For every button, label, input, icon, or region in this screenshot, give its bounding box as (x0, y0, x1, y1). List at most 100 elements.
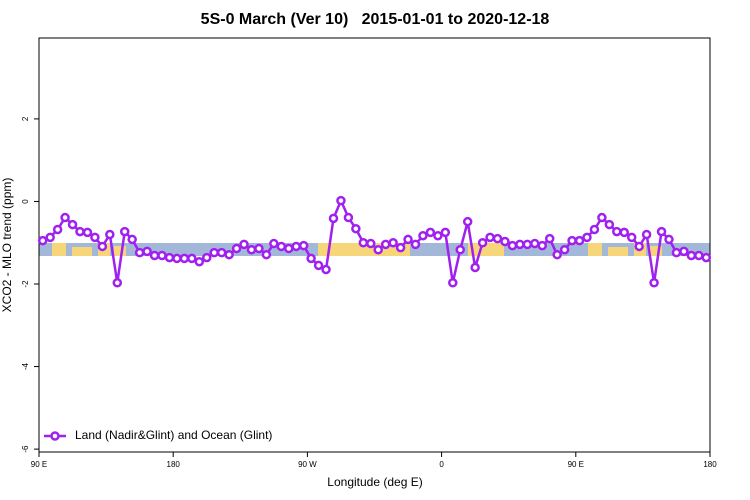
data-point (552, 249, 562, 260)
data-point (574, 235, 585, 246)
data-point (67, 219, 78, 230)
data-point (649, 278, 659, 288)
data-point (291, 241, 301, 252)
data-point (418, 230, 428, 241)
data-point (194, 256, 205, 267)
data-point (224, 249, 234, 260)
data-point (470, 262, 480, 273)
data-point (269, 238, 279, 249)
x-tick-label: 180 (703, 460, 717, 469)
data-point (172, 253, 182, 264)
data-point (90, 232, 100, 243)
data-point (500, 236, 510, 247)
data-point (246, 244, 257, 255)
data-point (276, 241, 287, 252)
data-point (492, 233, 503, 244)
data-point (187, 253, 197, 264)
data-point (52, 224, 63, 235)
data-point (671, 247, 682, 258)
data-point (321, 264, 331, 275)
data-point (477, 237, 488, 248)
data-point (582, 232, 592, 243)
data-point (202, 252, 212, 263)
data-point (634, 241, 644, 252)
data-point (485, 232, 495, 243)
data-point (254, 243, 264, 254)
data-point (619, 227, 630, 238)
data-point (261, 249, 272, 260)
data-point (701, 252, 712, 263)
x-tick-label: 0 (439, 460, 444, 469)
data-point (612, 226, 622, 237)
y-tick-label: 2 (21, 116, 30, 121)
data-point (60, 212, 70, 223)
data-point (306, 253, 316, 264)
y-axis-label: XCO2 - MLO trend (ppm) (0, 178, 14, 313)
x-tick-label: 90 E (568, 460, 584, 469)
data-point (403, 234, 413, 245)
data-point (231, 243, 242, 254)
data-point (298, 240, 309, 251)
data-point (448, 278, 458, 288)
data-point (336, 195, 346, 206)
data-point (388, 237, 398, 248)
data-point (530, 238, 540, 249)
data-point (358, 237, 369, 248)
data-point (75, 226, 85, 237)
y-tick-label: -6 (21, 445, 30, 453)
data-point (112, 278, 123, 288)
data-point (395, 242, 406, 253)
data-point (604, 219, 615, 230)
data-point (157, 250, 167, 261)
data-point (209, 247, 219, 258)
data-point (149, 250, 160, 261)
data-point (694, 250, 704, 261)
data-point (515, 239, 525, 250)
data-point (179, 253, 190, 264)
data-point (664, 234, 674, 245)
x-tick-label: 90 W (298, 460, 317, 469)
data-point (351, 223, 361, 234)
data-point (127, 234, 137, 245)
data-point (328, 213, 339, 224)
data-point (522, 239, 533, 250)
data-point (544, 233, 555, 244)
data-point (105, 229, 115, 240)
data-point (45, 232, 55, 243)
data-point (559, 244, 570, 255)
data-point (142, 246, 152, 257)
data-point (597, 212, 607, 223)
data-point (119, 226, 130, 237)
data-point (679, 246, 689, 257)
data-point (97, 241, 108, 252)
data-point (82, 227, 93, 238)
chart-title: 5S-0 March (Ver 10) 2015-01-01 to 2020-1… (201, 11, 550, 28)
data-point (164, 252, 175, 263)
data-point (626, 232, 637, 243)
data-point (641, 229, 652, 240)
data-point (410, 239, 421, 250)
data-point (343, 212, 354, 223)
x-tick-label: 180 (167, 460, 181, 469)
data-point (455, 244, 465, 255)
data-point (686, 250, 697, 261)
data-point (284, 243, 294, 254)
data-point (507, 240, 518, 251)
data-point (239, 239, 249, 250)
data-point (373, 244, 383, 255)
data-point (656, 226, 667, 237)
y-tick-label: -4 (21, 362, 30, 370)
data-point (313, 260, 324, 271)
data-point (425, 227, 436, 238)
data-point (366, 238, 376, 249)
data-point (433, 230, 443, 241)
data-point (37, 235, 48, 246)
x-axis-label: Longitude (deg E) (327, 475, 422, 489)
data-point (537, 240, 547, 251)
data-point (462, 216, 473, 227)
data-point (380, 239, 391, 250)
data-point (567, 235, 577, 246)
data-point (589, 224, 600, 235)
y-tick-label: 0 (21, 199, 30, 204)
